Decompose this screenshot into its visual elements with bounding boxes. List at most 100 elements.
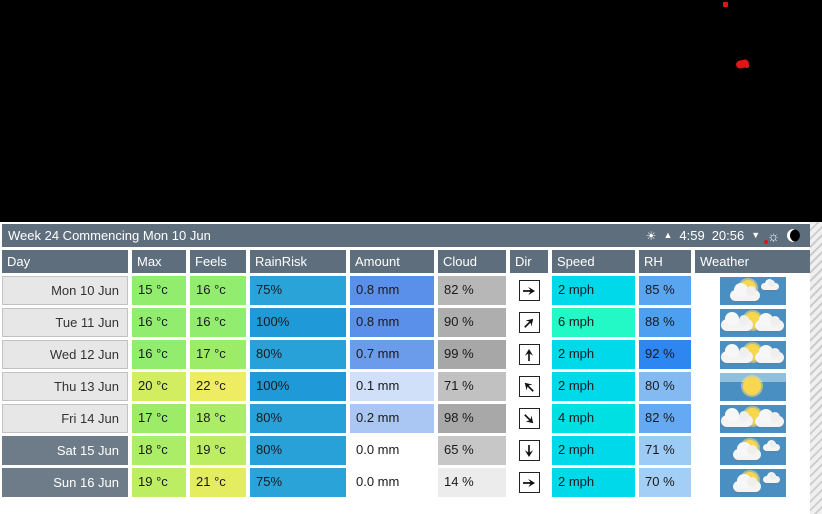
day-cell[interactable]: Tue 11 Jun — [2, 308, 128, 337]
wind-speed-cell: 2 mph — [552, 436, 635, 465]
humidity-cell: 71 % — [639, 436, 691, 465]
sun-outline-glyph: ☼ — [767, 227, 780, 244]
rain-risk-cell: 75% — [250, 468, 346, 497]
cloud-small-icon — [762, 439, 780, 451]
col-header-cloud: Cloud — [438, 250, 506, 273]
column-header-row: Day Max Feels RainRisk Amount Cloud Dir … — [2, 250, 810, 273]
rain-amount-cell: 0.7 mm — [350, 340, 434, 369]
wind-direction-cell — [510, 468, 548, 497]
red-indicator-dot — [764, 239, 769, 244]
sun-icon — [742, 376, 761, 395]
weather-cell — [695, 436, 810, 465]
rain-amount-cell: 0.0 mm — [350, 436, 434, 465]
sunrise-up-arrow-icon: ▲ — [663, 230, 673, 240]
day-cell[interactable]: Fri 14 Jun — [2, 404, 128, 433]
max-temp-cell: 19 °c — [132, 468, 186, 497]
col-header-rh: RH — [639, 250, 691, 273]
feels-temp-cell: 16 °c — [190, 276, 246, 305]
max-temp-cell: 18 °c — [132, 436, 186, 465]
feels-temp-cell: 19 °c — [190, 436, 246, 465]
table-row-mon: Mon 10 Jun 15 °c 16 °c 75% 0.8 mm 82 % 2… — [2, 276, 810, 305]
feels-temp-cell: 17 °c — [190, 340, 246, 369]
cloud-cover-cell: 99 % — [438, 340, 506, 369]
table-row-wed: Wed 12 Jun 16 °c 17 °c 80% 0.7 mm 99 % 2… — [2, 340, 810, 369]
wind-speed-cell: 2 mph — [552, 372, 635, 401]
wind-arrow-icon — [523, 478, 535, 487]
feels-temp-cell: 22 °c — [190, 372, 246, 401]
wind-speed-cell: 2 mph — [552, 340, 635, 369]
table-row-tue: Tue 11 Jun 16 °c 16 °c 100% 0.8 mm 90 % … — [2, 308, 810, 337]
rain-amount-cell: 0.0 mm — [350, 468, 434, 497]
col-header-feels: Feels — [190, 250, 246, 273]
sunset-time: 20:56 — [711, 228, 745, 243]
wind-arrow-icon — [524, 444, 534, 457]
weather-cell — [695, 372, 810, 401]
weather-cell — [695, 468, 810, 497]
cloud-small-icon — [754, 312, 784, 331]
rain-risk-cell: 80% — [250, 404, 346, 433]
feels-temp-cell: 16 °c — [190, 308, 246, 337]
day-cell[interactable]: Thu 13 Jun — [2, 372, 128, 401]
col-header-weather: Weather — [695, 250, 810, 273]
wind-direction-cell — [510, 276, 548, 305]
wind-arrow-box — [518, 376, 540, 397]
max-temp-cell: 16 °c — [132, 308, 186, 337]
wind-arrow-icon — [523, 286, 535, 295]
cloud-icon — [720, 311, 753, 331]
humidity-cell: 80 % — [639, 372, 691, 401]
table-row-fri: Fri 14 Jun 17 °c 18 °c 80% 0.2 mm 98 % 4… — [2, 404, 810, 433]
cloud-cover-cell: 82 % — [438, 276, 506, 305]
cloud-icon — [732, 473, 761, 492]
cloud-icon — [720, 343, 753, 363]
wind-arrow-box — [518, 440, 540, 461]
rain-risk-cell: 75% — [250, 276, 346, 305]
wind-arrow-box — [518, 344, 540, 365]
col-header-max: Max — [132, 250, 186, 273]
sun-times-group: ☀ ▲ 4:59 20:56 ▼ ☼ — [645, 227, 800, 244]
window-texture-strip — [810, 222, 822, 514]
day-cell[interactable]: Sat 15 Jun — [2, 436, 128, 465]
weather-icon — [719, 404, 786, 433]
weather-cell — [695, 340, 810, 369]
cloud-icon — [720, 407, 753, 427]
humidity-cell: 92 % — [639, 340, 691, 369]
rain-amount-cell: 0.8 mm — [350, 308, 434, 337]
cloud-icon — [732, 441, 761, 460]
weather-cell — [695, 404, 810, 433]
table-row-sat: Sat 15 Jun 18 °c 19 °c 80% 0.0 mm 65 % 2… — [2, 436, 810, 465]
table-row-sun: Sun 16 Jun 19 °c 21 °c 75% 0.0 mm 14 % 2… — [2, 468, 810, 497]
rain-risk-cell: 100% — [250, 308, 346, 337]
day-cell[interactable]: Mon 10 Jun — [2, 276, 128, 305]
humidity-cell: 70 % — [639, 468, 691, 497]
wind-direction-cell — [510, 340, 548, 369]
cloud-cover-cell: 14 % — [438, 468, 506, 497]
day-cell[interactable]: Wed 12 Jun — [2, 340, 128, 369]
wind-arrow-icon — [524, 318, 534, 328]
weather-icon — [719, 436, 786, 465]
humidity-cell: 85 % — [639, 276, 691, 305]
cloud-icon — [729, 282, 760, 301]
wind-direction-cell — [510, 436, 548, 465]
weather-icon — [719, 468, 786, 497]
cloud-small-icon — [760, 278, 779, 290]
wind-speed-cell: 4 mph — [552, 404, 635, 433]
col-header-day: Day — [2, 250, 128, 273]
wind-arrow-icon — [524, 413, 534, 423]
sunrise-sun-icon: ☀ — [645, 228, 657, 243]
day-cell[interactable]: Sun 16 Jun — [2, 468, 128, 497]
red-marker-dot — [723, 2, 728, 7]
humidity-cell: 88 % — [639, 308, 691, 337]
map-area — [0, 0, 822, 222]
cloud-small-icon — [754, 344, 784, 363]
wind-arrow-box — [518, 280, 540, 301]
rain-amount-cell: 0.1 mm — [350, 372, 434, 401]
cloud-cover-cell: 98 % — [438, 404, 506, 433]
humidity-cell: 82 % — [639, 404, 691, 433]
col-header-rainrisk: RainRisk — [250, 250, 346, 273]
moon-phase-icon — [787, 229, 800, 242]
max-temp-cell: 17 °c — [132, 404, 186, 433]
cloud-cover-cell: 65 % — [438, 436, 506, 465]
weather-cell — [695, 308, 810, 337]
cloud-cover-cell: 90 % — [438, 308, 506, 337]
